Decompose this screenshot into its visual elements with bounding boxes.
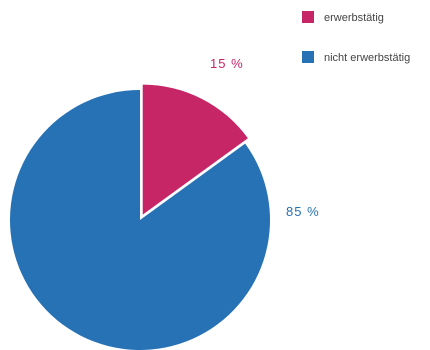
legend-swatch-nicht-erwerbstaetig [302,51,314,63]
data-label-nicht-erwerbstaetig: 85 % [286,204,320,219]
legend: erwerbstätig nicht erwerbstätig [302,11,410,64]
data-label-erwerbstaetig: 15 % [210,56,244,71]
legend-swatch-erwerbstaetig [302,11,314,23]
legend-item-nicht-erwerbstaetig: nicht erwerbstätig [302,51,410,64]
legend-label-nicht-erwerbstaetig: nicht erwerbstätig [324,52,410,64]
pie-slice-erwerbstaetig [142,84,248,215]
legend-item-erwerbstaetig: erwerbstätig [302,11,384,24]
pie-slices [10,84,271,350]
pie-slice-nicht-erwerbstaetig [10,90,271,350]
legend-label-erwerbstaetig: erwerbstätig [324,12,384,24]
